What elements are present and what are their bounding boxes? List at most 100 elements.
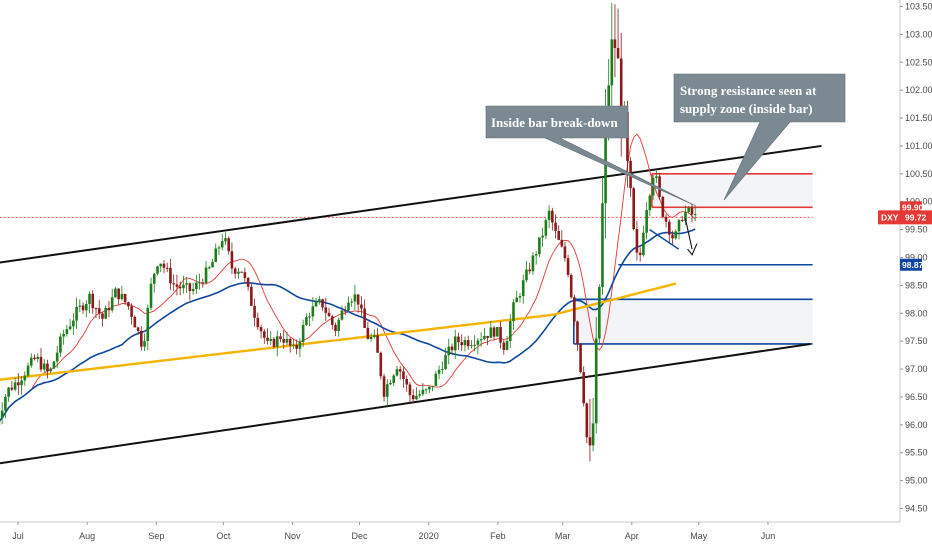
candle-body xyxy=(133,316,137,328)
candle-body xyxy=(324,307,328,313)
candle-body xyxy=(140,330,143,347)
candle-body xyxy=(576,321,579,345)
candle-body xyxy=(450,346,454,351)
candle-body xyxy=(152,273,156,284)
price-tick-label: 97.50 xyxy=(905,336,928,346)
candle-body xyxy=(10,387,14,390)
candle-body xyxy=(505,341,509,350)
candle-body xyxy=(253,305,256,318)
price-tick-label: 96.50 xyxy=(905,392,928,402)
candle-body xyxy=(582,372,586,404)
candle-body xyxy=(149,283,153,308)
candle-body xyxy=(382,376,386,397)
candle-body xyxy=(356,294,360,305)
candle-body xyxy=(496,327,499,337)
candle-body xyxy=(220,241,224,248)
candle-body xyxy=(26,365,30,376)
candle-body xyxy=(664,216,668,222)
candle-body xyxy=(645,210,648,233)
candle-body xyxy=(39,356,43,370)
candle-body xyxy=(473,344,476,346)
candle-body xyxy=(579,344,582,373)
candle-body xyxy=(7,387,10,397)
candle-body xyxy=(156,266,159,274)
candle-body xyxy=(373,335,376,338)
candle-body xyxy=(29,357,33,366)
price-tick-label: 101.00 xyxy=(905,141,932,151)
ma-line-2 xyxy=(0,282,677,381)
candle-body xyxy=(217,247,221,249)
candle-body xyxy=(616,47,620,59)
candle-body xyxy=(366,327,370,339)
candle-body xyxy=(318,299,321,303)
candle-body xyxy=(392,375,396,383)
candle-body xyxy=(444,355,447,370)
price-tick-label: 99.50 xyxy=(905,225,928,235)
time-axis[interactable]: Jul Aug Sep Oct Nov Dec 2020 Feb Mar Apr May Jun xyxy=(0,521,900,541)
candle-body xyxy=(632,188,635,229)
callouts-layer: Inside bar break-down Strong resistance s… xyxy=(485,73,846,207)
candle-body xyxy=(146,307,150,342)
candle-body xyxy=(327,312,331,317)
candle-body xyxy=(311,306,315,317)
price-tick-label: 103.00 xyxy=(905,29,932,39)
candle-body xyxy=(521,280,525,297)
candle-body xyxy=(347,302,350,311)
candle-body xyxy=(211,261,214,268)
candle-body xyxy=(476,340,480,345)
candle-body xyxy=(233,268,237,274)
candle-body xyxy=(512,302,515,322)
candle-body xyxy=(363,308,366,328)
candle-body xyxy=(554,222,557,232)
price-tag-bg-1 xyxy=(900,258,922,271)
candle-body xyxy=(560,239,564,247)
candle-body xyxy=(159,263,163,267)
candle-body xyxy=(398,369,402,372)
candle-body xyxy=(204,267,208,284)
candle-body xyxy=(178,286,182,289)
candle-body xyxy=(314,302,318,307)
candle-body xyxy=(424,389,428,391)
candle-body xyxy=(457,336,460,343)
candle-body xyxy=(23,375,27,381)
callout-inside-bar-box xyxy=(485,105,697,207)
candle-body xyxy=(298,341,302,349)
projection-line xyxy=(649,229,680,250)
candle-body xyxy=(693,214,697,216)
callout-resistance-box xyxy=(673,73,846,201)
candle-body xyxy=(525,269,528,281)
candle-body xyxy=(104,307,108,319)
candle-body xyxy=(4,396,7,411)
candle-body xyxy=(655,176,658,178)
channel-upper-line xyxy=(0,144,822,264)
candle-body xyxy=(13,382,17,390)
candle-body xyxy=(684,211,687,221)
candle-body xyxy=(538,237,541,255)
candle-body xyxy=(256,317,260,328)
candle-body xyxy=(123,294,127,303)
candle-body xyxy=(604,117,607,204)
candle-body xyxy=(389,382,392,385)
price-tick-label: 98.50 xyxy=(905,280,928,290)
candle-body xyxy=(120,294,124,300)
candle-body xyxy=(175,284,179,287)
candle-body xyxy=(0,410,4,419)
candle-body xyxy=(585,403,589,438)
candle-body xyxy=(295,344,298,349)
candle-body xyxy=(269,338,273,341)
time-tick-label: Feb xyxy=(490,531,506,541)
candle-body xyxy=(75,306,78,321)
candle-body xyxy=(607,85,610,118)
price-tick-label: 102.00 xyxy=(905,85,932,95)
candle-body xyxy=(117,288,120,300)
candle-body xyxy=(434,373,438,386)
candle-body xyxy=(418,394,421,396)
candle-body xyxy=(350,301,353,303)
candle-body xyxy=(431,385,434,387)
price-axis[interactable]: 94.50 95.00 95.50 96.00 96.50 97.00 97.50 98.00… xyxy=(899,0,932,522)
candle-body xyxy=(453,336,457,351)
time-tick-label: Dec xyxy=(351,531,368,541)
candle-body xyxy=(360,304,363,309)
last-price-tag-bg xyxy=(878,210,932,225)
